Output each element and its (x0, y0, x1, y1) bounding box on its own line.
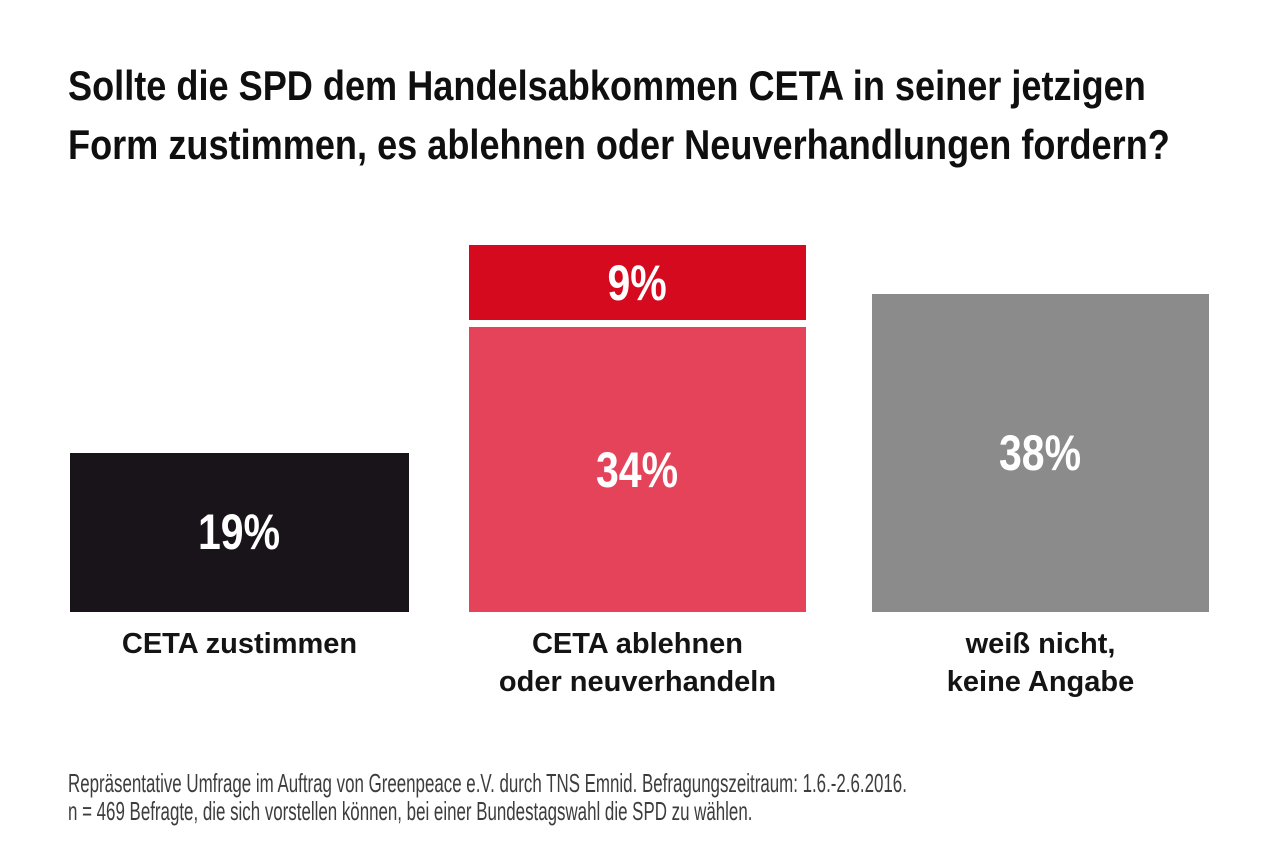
bar-segment-19pct: 19% (70, 452, 409, 612)
bar-segments: 38% (872, 293, 1209, 612)
bar-segment-9pct: 9% (469, 245, 806, 321)
bar-segments: 9% 34% (469, 245, 806, 612)
bar-segment-38pct: 38% (872, 293, 1209, 612)
category-label-ceta-ablehnen: CETA ablehnen oder neuverhandeln (469, 625, 806, 701)
chart-title: Sollte die SPD dem Handelsabkommen CETA … (68, 56, 1170, 174)
category-label-line: CETA zustimmen (121, 628, 358, 660)
bar-segment-34pct: 34% (469, 327, 806, 612)
category-label-ceta-zustimmen: CETA zustimmen (70, 625, 409, 663)
bar-value-label: 34% (596, 441, 679, 498)
bar-ceta-ablehnen-oder-neuverhandeln: 9% 34% (469, 0, 806, 612)
source-note-line-1: Repräsentative Umfrage im Auftrag von Gr… (68, 768, 907, 798)
category-label-line: CETA ablehnen (531, 628, 744, 660)
category-label-weiss-nicht: weiß nicht, keine Angabe (872, 625, 1209, 701)
bar-value-label: 38% (999, 424, 1082, 481)
bar-weiss-nicht-keine-angabe: 38% (872, 0, 1209, 612)
source-note-line-2: n = 469 Befragte, die sich vorstellen kö… (68, 796, 753, 826)
bar-value-label: 19% (198, 504, 281, 561)
category-label-line: weiß nicht, (965, 628, 1116, 660)
source-note: Repräsentative Umfrage im Auftrag von Gr… (68, 769, 907, 825)
chart-title-line-2: Form zustimmen, es ablehnen oder Neuverh… (68, 121, 1170, 168)
category-label-line: keine Angabe (946, 666, 1135, 698)
chart-title-line-1: Sollte die SPD dem Handelsabkommen CETA … (68, 62, 1146, 109)
bar-ceta-zustimmen: 19% (70, 0, 409, 612)
bar-value-label: 9% (607, 254, 668, 311)
category-label-line: oder neuverhandeln (498, 666, 777, 698)
bar-segments: 19% (70, 452, 409, 612)
